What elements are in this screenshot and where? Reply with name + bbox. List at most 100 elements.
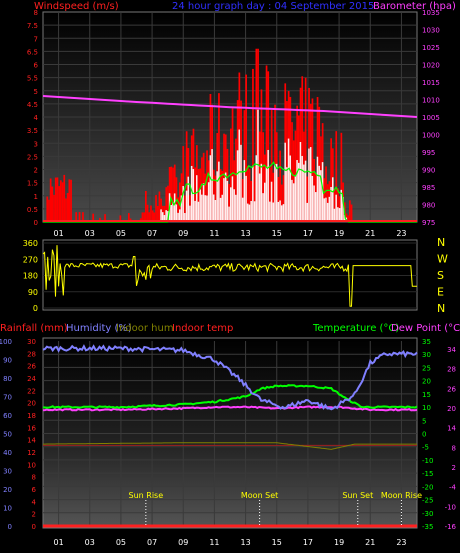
gust-bar [150,205,152,222]
average-bar [294,176,297,222]
average-bar [197,201,200,222]
barometer-tick-label: 995 [422,149,435,157]
humidity-tick-label: 100 [0,338,12,346]
average-bar [213,194,215,222]
gust-bar [247,165,249,222]
gust-bar [301,76,304,222]
barometer-tick-label: 985 [422,184,435,192]
direction-tick-label: 90 [28,288,38,297]
gust-bar [219,169,222,222]
average-bar [247,203,249,222]
average-bar [248,204,251,222]
hour-tick-label: 17 [303,538,313,547]
gust-bar [291,122,293,222]
average-bar [211,149,213,222]
rain-tick-label: 16 [27,424,36,432]
gust-bar [54,177,57,222]
legend-indoor-temp: Indoor temp [172,323,233,334]
dew-point-line [42,405,418,412]
gust-bar [170,166,173,222]
dew-tick-label: 26 [447,385,456,393]
average-bar [207,182,210,222]
rain-tick-label: 20 [27,400,36,408]
average-bar [321,162,324,222]
gust-bar [214,175,217,222]
average-bar [255,155,258,222]
gust-bar [223,133,225,222]
barometer-tick-label: 1025 [422,44,440,52]
hour-tick-label: 21 [365,229,375,238]
gust-bar [231,108,234,222]
gust-bar [306,176,309,222]
wind-tick-label: 0.5 [27,206,38,214]
rain-tick-label: 30 [27,338,36,346]
average-bar [281,205,283,222]
dew-tick-label: 28 [447,366,456,374]
wind-tick-label: 6.5 [27,48,38,56]
graph-date-title: 24 hour graph day : 04 September 2015 [172,1,374,12]
wind-tick-label: 8 [34,9,38,17]
event-label: Sun Rise [129,491,164,500]
humidity-tick-label: 30 [3,468,12,476]
average-bar [330,186,332,222]
gust-bar [347,215,349,222]
rain-tick-label: 0 [32,523,36,531]
average-bar [332,177,334,222]
dew-tick-label: 34 [447,346,456,354]
average-bar [216,171,218,222]
gust-bar [274,104,276,222]
legend-humidity: Humidity (%) [66,323,132,334]
wind-tick-label: 1 [34,193,38,201]
average-bar [235,194,237,222]
hour-tick-label: 19 [334,229,344,238]
average-bar [238,129,241,222]
average-bar [180,195,183,222]
gust-bar [304,77,307,223]
gust-bar [143,212,145,222]
compass-label: E [437,286,444,299]
gust-bar [99,217,101,222]
direction-tick-label: 180 [23,272,38,281]
gust-bar [253,166,256,222]
gust-bar [165,187,168,222]
humidity-line [42,344,418,411]
rain-tick-label: 4 [32,498,37,506]
average-bar [250,200,252,222]
average-bar [224,172,227,222]
gust-bar [311,98,314,222]
gust-bar [265,65,268,223]
temp-tick-label: -25 [422,497,433,505]
gust-bar [197,168,200,222]
gust-bar [325,166,327,222]
average-bar [185,190,188,222]
average-bar [292,183,295,222]
rain-tick-label: 22 [27,387,36,395]
average-bar [160,209,162,222]
average-bar [308,148,310,222]
gust-bar [228,183,230,222]
humidity-tick-label: 20 [3,486,12,494]
gust-bar [158,191,161,222]
average-bar [304,160,307,222]
average-bar [241,197,244,222]
gust-bar [206,150,208,222]
average-bar [253,201,256,222]
barometer-tick-label: 1010 [422,97,440,105]
dew-tick-label: -10 [445,503,456,511]
compass-label: S [437,269,444,282]
average-bar [286,167,288,222]
barometer-tick-label: 990 [422,167,435,175]
gust-bar [218,93,220,222]
gust-bar [60,180,62,222]
gust-bar [153,212,156,222]
wind-tick-label: 0 [34,219,38,227]
temp-tick-label: 25 [422,364,431,372]
gust-bar [340,132,343,222]
legend-dew-point: Dew Point (°C) [391,323,460,334]
gust-bar [56,177,59,222]
wind-direction-line [42,245,417,307]
gust-bar [277,176,280,222]
gust-bar [286,101,288,222]
average-bar [267,149,269,222]
gust-bar [49,178,52,222]
